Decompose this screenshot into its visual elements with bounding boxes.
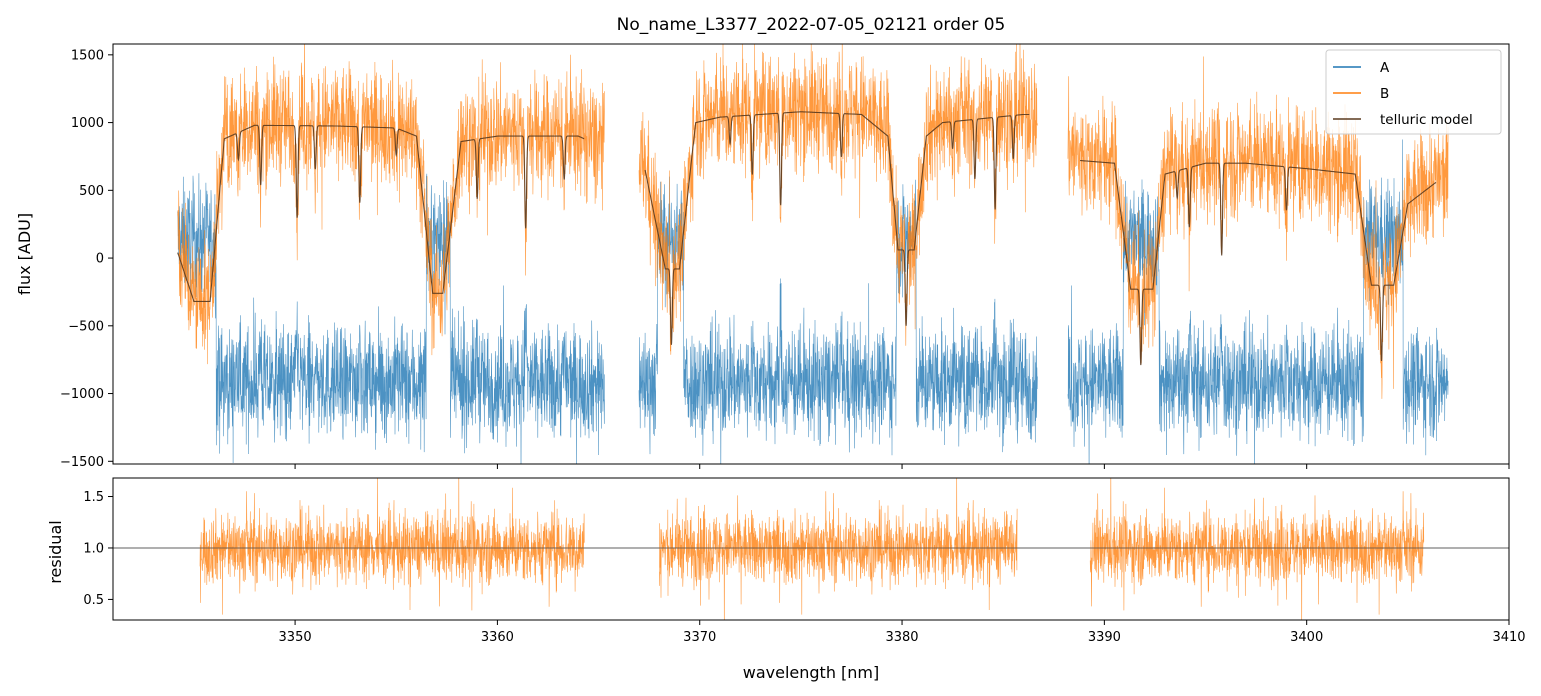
residual-segment-0 (199, 478, 585, 615)
flux-ytick-label: −500 (68, 319, 104, 334)
residual-xtick-label: 3370 (683, 630, 716, 645)
legend-box (1325, 49, 1502, 135)
telluric-model-segment-2 (1080, 159, 1437, 366)
legend-label-a: A (1380, 60, 1390, 76)
flux-ytick-label: 1500 (71, 48, 104, 63)
flux-series-group (177, 44, 1449, 464)
residual-segment-2 (1089, 478, 1425, 620)
residual-panel: 0.5 1.0 1.5 3350 3360 3370 3380 3390 3400 3410 r… (46, 477, 1526, 682)
residual-y-ticks: 0.5 1.0 1.5 (83, 490, 113, 608)
flux-ytick-label: −1500 (60, 455, 104, 470)
series-b-segment-0 (177, 44, 605, 365)
residual-x-ticks: 3350 3360 3370 3380 3390 3400 3410 (279, 620, 1526, 645)
series-a-segment-0 (177, 173, 605, 464)
flux-x-ticks (294, 464, 1510, 469)
flux-ytick-label: 0 (96, 252, 104, 267)
series-a-segment-2 (1067, 139, 1449, 464)
residual-ylabel: residual (46, 520, 65, 583)
legend: A B telluric model (1325, 49, 1502, 135)
residual-xlabel: wavelength [nm] (743, 663, 880, 682)
residual-ytick-label: 1.0 (83, 541, 104, 556)
flux-y-ticks: −1500 −1000 −500 0 500 1000 1500 (60, 48, 113, 470)
residual-axes-frame (112, 477, 1510, 621)
flux-panel: −1500 −1000 −500 0 500 1000 1500 flux [ADU] A … (15, 43, 1510, 470)
legend-label-b: B (1380, 86, 1389, 102)
series-a-segment-1 (638, 176, 1038, 464)
telluric-model-segment-1 (644, 111, 1030, 345)
residual-xtick-label: 3350 (279, 630, 312, 645)
legend-label-telluric: telluric model (1380, 112, 1473, 128)
residual-xtick-label: 3410 (1492, 630, 1525, 645)
flux-ytick-label: −1000 (60, 387, 104, 402)
flux-ylabel: flux [ADU] (15, 213, 34, 295)
residual-ytick-label: 1.5 (83, 490, 104, 505)
flux-ytick-label: 1000 (71, 116, 104, 131)
chart-title: No_name_L3377_2022-07-05_02121 order 05 (617, 15, 1006, 35)
flux-ytick-label: 500 (79, 184, 104, 199)
residual-series-group (113, 478, 1509, 620)
residual-xtick-label: 3390 (1088, 630, 1121, 645)
series-b-segment-2 (1067, 56, 1449, 399)
residual-xtick-label: 3360 (481, 630, 514, 645)
series-b-segment-1 (638, 44, 1038, 355)
flux-axes-frame (112, 43, 1510, 465)
residual-ytick-label: 0.5 (83, 593, 104, 608)
residual-xtick-label: 3380 (885, 630, 918, 645)
residual-xtick-label: 3400 (1290, 630, 1323, 645)
telluric-model-segment-0 (177, 124, 585, 302)
residual-segment-1 (659, 478, 1018, 620)
